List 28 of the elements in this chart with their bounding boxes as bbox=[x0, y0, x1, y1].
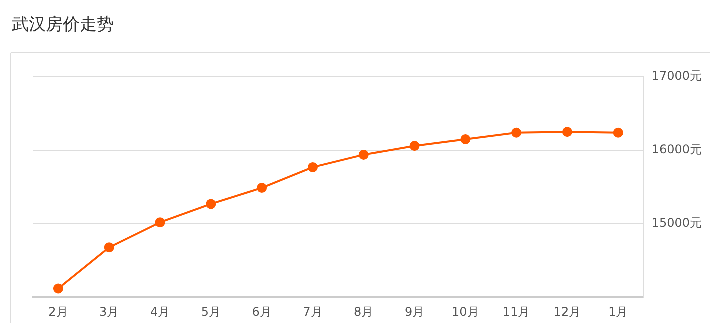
point bbox=[613, 128, 624, 138]
point bbox=[410, 141, 420, 152]
point bbox=[155, 218, 166, 228]
point bbox=[358, 150, 369, 160]
x-tick-label: 12月 bbox=[554, 304, 582, 319]
x-tick-label: 8月 bbox=[354, 304, 374, 319]
chart-title: 武汉房价走势 bbox=[12, 14, 114, 36]
x-tick-label: 6月 bbox=[252, 304, 272, 319]
x-tick-label: 1月 bbox=[608, 304, 628, 319]
y-tick-label: 15000元 bbox=[652, 216, 702, 230]
x-tick-label: 9月 bbox=[404, 304, 425, 319]
point bbox=[460, 134, 471, 145]
y-tick-label: 17000元 bbox=[652, 69, 702, 84]
x-tick-label: 2月 bbox=[48, 304, 68, 319]
point bbox=[257, 183, 268, 194]
point bbox=[308, 162, 318, 172]
x-tick-label: 3月 bbox=[100, 304, 120, 319]
point bbox=[206, 199, 216, 210]
point bbox=[53, 284, 64, 294]
x-tick-label: 10月 bbox=[452, 304, 480, 319]
x-tick-label: 11月 bbox=[502, 304, 530, 319]
point bbox=[512, 128, 522, 138]
x-tick-label: 5月 bbox=[201, 304, 221, 319]
x-tick-label: 7月 bbox=[303, 304, 323, 319]
point bbox=[562, 127, 572, 138]
x-tick-label: 4月 bbox=[150, 304, 170, 319]
y-tick-label: 16000元 bbox=[652, 142, 702, 157]
point bbox=[104, 242, 114, 253]
